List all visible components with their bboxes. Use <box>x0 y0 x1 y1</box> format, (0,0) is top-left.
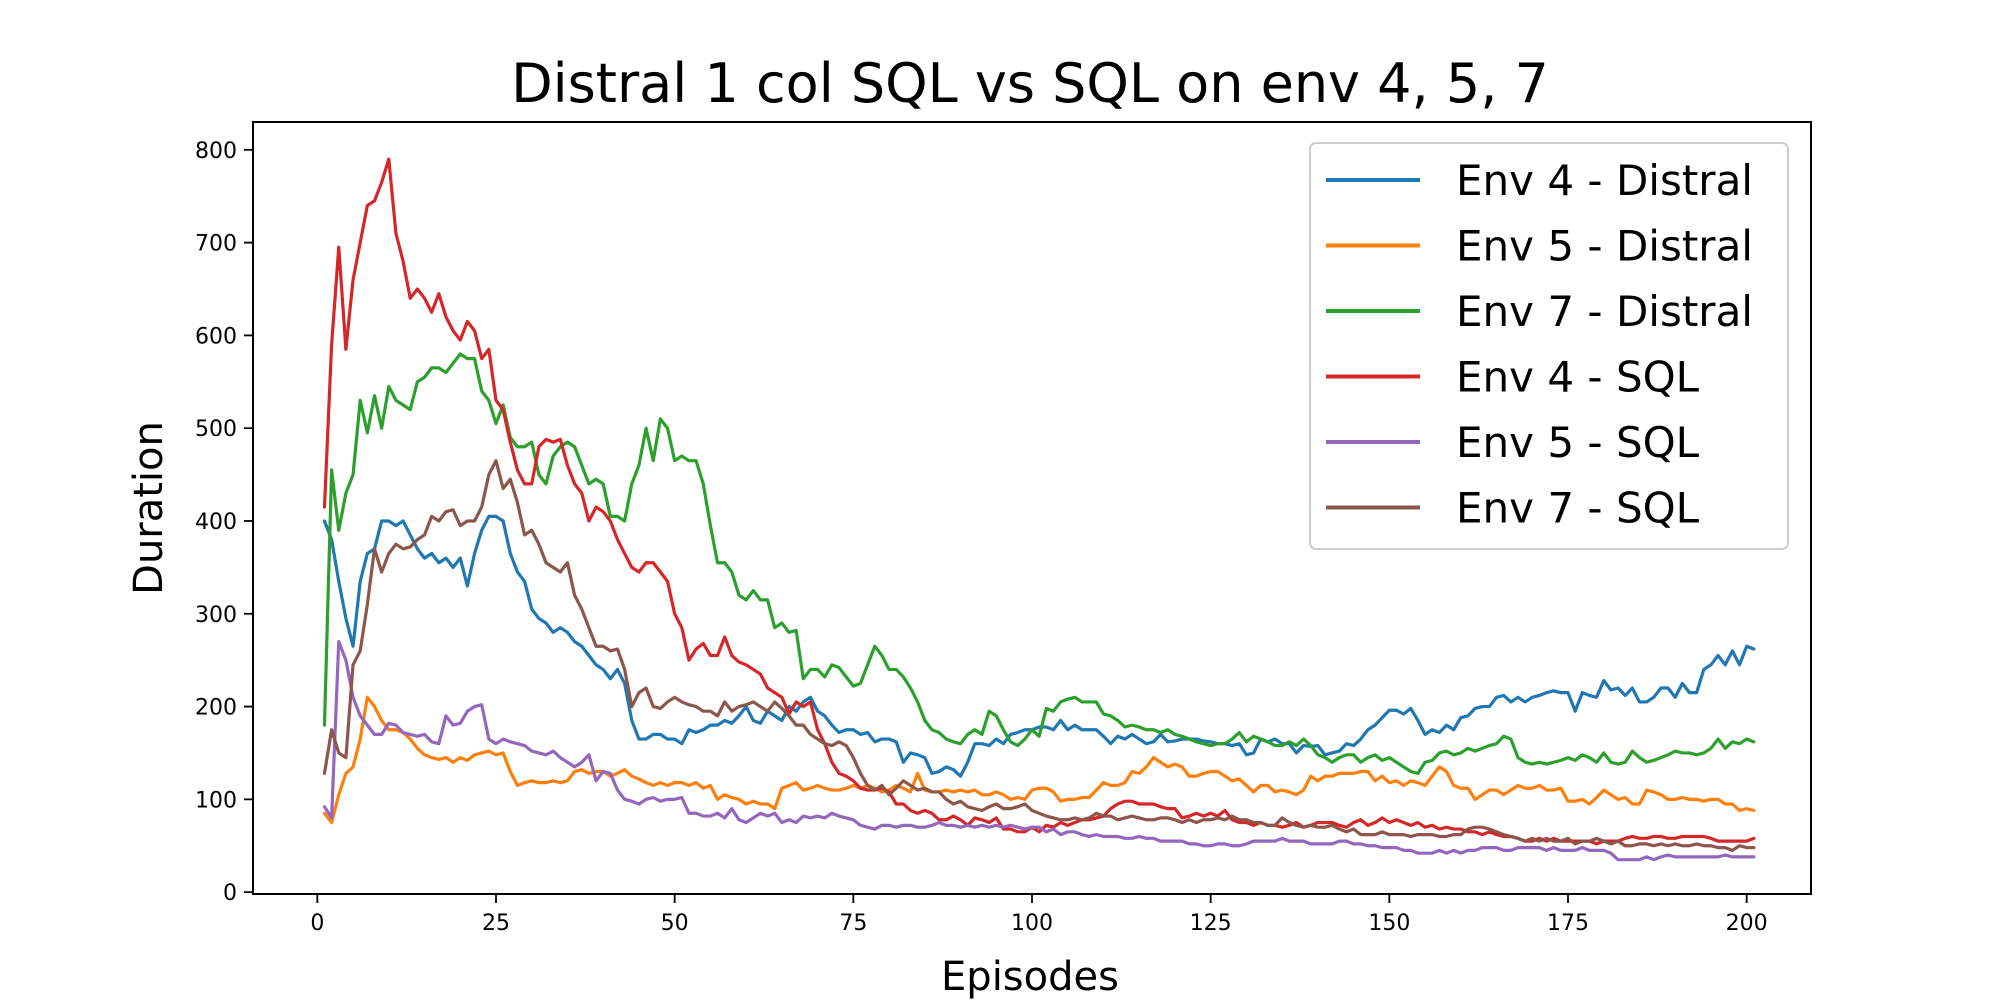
x-tick-label: 150 <box>1368 911 1410 936</box>
x-tick-label: 75 <box>839 911 867 936</box>
x-axis: 0 25 50 75 100 125 150 175 200 <box>310 894 1768 936</box>
x-tick-label: 0 <box>310 911 324 936</box>
series-line-5 <box>322 640 1756 862</box>
series-line-2 <box>322 695 1756 825</box>
legend-label: Env 5 - SQL <box>1456 418 1700 467</box>
legend: Env 4 - Distral Env 5 - Distral Env 7 - Di… <box>1309 142 1789 550</box>
x-tick-label: 125 <box>1190 911 1232 936</box>
y-tick-label: 500 <box>195 417 237 442</box>
legend-label: Env 4 - SQL <box>1456 353 1700 402</box>
y-tick-label: 400 <box>195 510 237 535</box>
x-tick-label: 200 <box>1726 911 1768 936</box>
y-axis-title: Duration <box>126 421 172 595</box>
series-line-6 <box>322 459 1756 852</box>
x-tick-label: 25 <box>482 911 510 936</box>
y-tick-label: 600 <box>195 324 237 349</box>
legend-label: Env 7 - SQL <box>1456 484 1700 533</box>
y-tick-label: 300 <box>195 603 237 628</box>
series-layer <box>322 157 1756 862</box>
legend-label: Env 4 - Distral <box>1456 156 1753 205</box>
legend-label: Env 7 - Distral <box>1456 287 1753 336</box>
y-tick-label: 700 <box>195 232 237 257</box>
x-tick-label: 175 <box>1547 911 1589 936</box>
series-line-1 <box>322 514 1756 778</box>
chart-title: Distral 1 col SQL vs SQL on env 4, 5, 7 <box>511 52 1549 115</box>
y-tick-label: 800 <box>195 139 237 164</box>
y-tick-label: 100 <box>195 788 237 813</box>
x-tick-label: 50 <box>661 911 689 936</box>
y-axis: 0 100 200 300 400 500 600 700 800 <box>195 139 253 906</box>
y-tick-label: 200 <box>195 696 237 721</box>
legend-box <box>1309 142 1789 550</box>
x-axis-title: Episodes <box>941 954 1119 1000</box>
legend-label: Env 5 - Distral <box>1456 222 1753 271</box>
x-tick-label: 100 <box>1011 911 1053 936</box>
y-tick-label: 0 <box>223 881 237 906</box>
